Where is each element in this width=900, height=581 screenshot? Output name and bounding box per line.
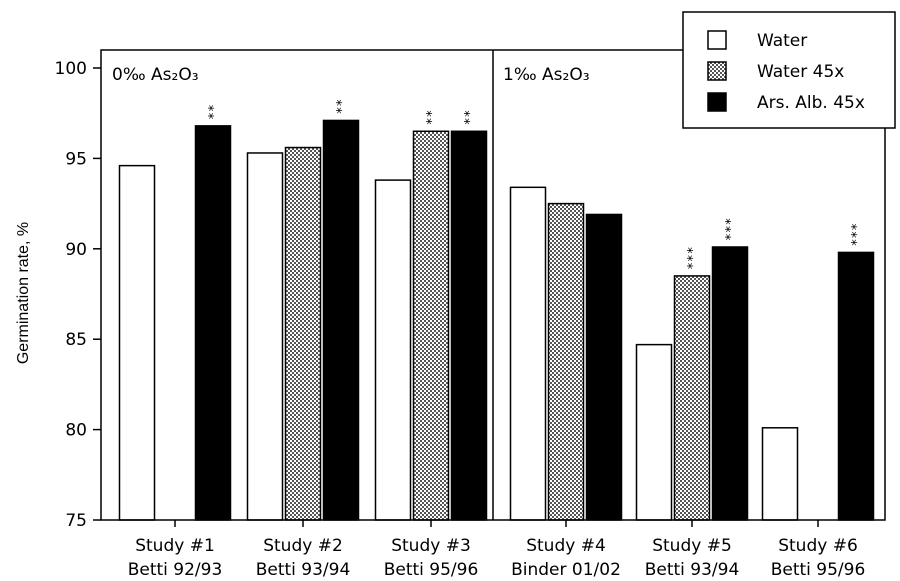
y-axis-title: Germination rate, % xyxy=(15,222,32,364)
significance-marker: ** xyxy=(335,99,350,115)
y-tick-label: 95 xyxy=(65,149,87,169)
category-label-source: Betti 93/94 xyxy=(256,560,351,580)
bar-water-study-1 xyxy=(118,164,156,521)
y-tick-label: 85 xyxy=(65,330,87,350)
category-label-source: Betti 95/96 xyxy=(771,560,866,580)
bar-water-study-3 xyxy=(374,179,412,521)
significance-marker: ** xyxy=(463,110,478,126)
category-label-study: Study #5 xyxy=(652,536,732,556)
y-tick-label: 75 xyxy=(65,511,87,531)
category-label-source: Betti 93/94 xyxy=(645,560,740,580)
bar-ars-alb-45x-study-2 xyxy=(322,119,360,521)
legend-label-water-45x: Water 45x xyxy=(757,62,844,82)
category-label-study: Study #4 xyxy=(526,536,606,556)
bar-water-study-6 xyxy=(761,427,799,521)
category-label-study: Study #6 xyxy=(778,536,858,556)
y-tick-label: 90 xyxy=(65,240,87,260)
bar-ars-alb-45x-study-4 xyxy=(585,213,623,521)
legend-swatch-ars-alb-45x xyxy=(707,92,727,112)
significance-marker: *** xyxy=(850,223,865,246)
significance-marker: ** xyxy=(207,104,222,120)
legend-label-water: Water xyxy=(757,31,807,51)
significance-marker: *** xyxy=(724,218,739,241)
category-label-source: Betti 92/93 xyxy=(128,560,223,580)
legend-swatch-water xyxy=(707,30,727,50)
y-tick-label: 100 xyxy=(55,59,87,79)
bar-water-45x-study-2 xyxy=(284,146,322,521)
significance-layer: ******* ******* *** xyxy=(207,99,865,270)
bar-ars-alb-45x-study-3 xyxy=(450,130,488,521)
bar-water-45x-study-4 xyxy=(547,202,585,521)
bar-water-study-4 xyxy=(509,186,547,521)
legend-label-ars-alb-45x: Ars. Alb. 45x xyxy=(757,93,865,113)
bar-ars-alb-45x-study-1 xyxy=(194,125,232,521)
bar-ars-alb-45x-study-5 xyxy=(711,246,749,521)
bar-ars-alb-45x-study-6 xyxy=(837,251,875,521)
category-label-study: Study #2 xyxy=(263,536,343,556)
category-label-source: Binder 01/02 xyxy=(511,560,621,580)
legend: Water Water 45x Ars. Alb. 45x xyxy=(682,11,896,129)
category-label-study: Study #1 xyxy=(135,536,215,556)
category-label-source: Betti 95/96 xyxy=(384,560,479,580)
bar-water-study-2 xyxy=(246,152,284,521)
y-axis: 75 80 85 90 95 100 xyxy=(55,59,101,531)
bar-water-45x-study-5 xyxy=(673,275,711,521)
legend-swatch-water-45x xyxy=(707,61,727,81)
x-axis: Study #1 Betti 92/93 Study #2 Betti 93/94 St… xyxy=(128,520,866,580)
bar-water-45x-study-3 xyxy=(412,130,450,521)
y-tick-label: 80 xyxy=(65,421,87,441)
category-label-study: Study #3 xyxy=(391,536,471,556)
panel-label-left: 0‰ As₂O₃ xyxy=(112,65,199,85)
panel-label-right: 1‰ As₂O₃ xyxy=(503,65,590,85)
bar-water-study-5 xyxy=(635,343,673,521)
significance-marker: ** xyxy=(425,110,440,126)
bars-layer xyxy=(118,119,875,521)
significance-marker: *** xyxy=(686,246,701,269)
